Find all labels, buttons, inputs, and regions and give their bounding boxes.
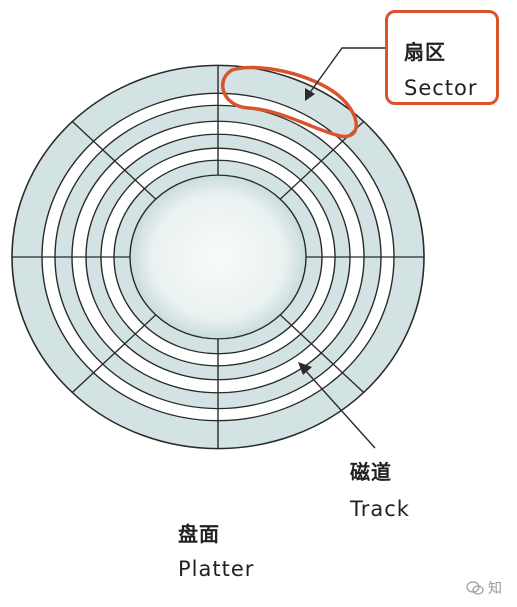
track-pointer-line [304,369,376,449]
track-label-en: Track [350,497,410,521]
watermark-text: 知 [488,581,502,597]
sector-label-cn: 扇区 [404,40,446,64]
platter-label-en: Platter [178,557,255,581]
sector-divider-line [279,314,365,393]
sector-lines [12,65,424,449]
track-label-cn: 磁道 [350,460,392,484]
zhihu-chat-icon [466,581,484,595]
sector-label-en: Sector [404,76,478,100]
watermark: 知 [466,578,502,598]
sector-divider-line [71,314,157,393]
sector-highlight-loop [221,65,358,139]
sector-arrowhead [305,88,315,101]
sector-callout-box [385,10,499,105]
sector-pointer-line [305,47,385,99]
platter-hub [129,174,307,340]
sector-divider-line [71,121,157,200]
platter-label-cn: 盘面 [178,522,220,546]
track-arrowhead [298,362,312,375]
